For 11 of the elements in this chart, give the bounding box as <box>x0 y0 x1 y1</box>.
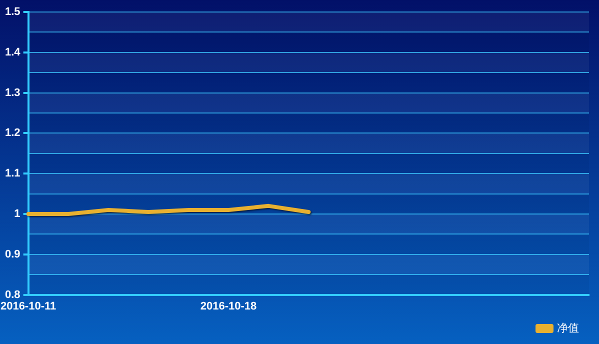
y-tick-label: 1.4 <box>4 46 22 58</box>
x-tick-label: 2016-10-18 <box>200 300 257 312</box>
y-tick-label: 1.2 <box>4 127 20 140</box>
y-tick-label: 1.1 <box>4 168 20 180</box>
y-tick-label: 0.9 <box>4 248 20 260</box>
legend-label: 净值 <box>557 321 579 334</box>
y-tick-label: 1.5 <box>4 6 20 18</box>
y-tick-label: 0.8 <box>4 288 20 301</box>
y-tick-label: 1 <box>14 208 20 220</box>
y-tick-label: 1.3 <box>4 86 20 99</box>
x-tick-label: 2016-10-11 <box>0 300 56 312</box>
